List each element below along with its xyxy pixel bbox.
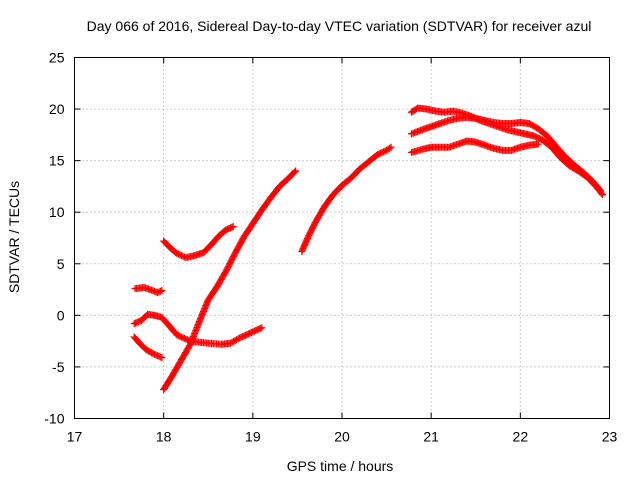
chart-title: Day 066 of 2016, Sidereal Day-to-day VTE… <box>87 18 592 34</box>
data-point <box>596 185 604 193</box>
x-tick-label: 18 <box>156 429 172 445</box>
y-tick-label: -5 <box>52 359 65 375</box>
series-arc-i <box>408 137 542 156</box>
x-tick-label: 23 <box>602 429 618 445</box>
data-point <box>156 287 164 295</box>
y-tick-label: 5 <box>57 256 65 272</box>
y-axis-label: SDTVAR / TECUs <box>6 181 22 293</box>
data-marks <box>130 104 606 394</box>
series-arc-d <box>160 223 237 262</box>
x-axis-label: GPS time / hours <box>287 458 394 474</box>
grid <box>74 57 610 419</box>
series-arc-f <box>298 143 395 255</box>
data-point <box>256 324 264 332</box>
series-arc-e <box>160 167 300 394</box>
data-point <box>258 324 266 332</box>
data-point <box>597 187 605 195</box>
y-tick-label: 0 <box>57 307 65 323</box>
data-point <box>292 167 300 175</box>
data-point <box>158 287 166 295</box>
y-tick-label: 25 <box>49 50 65 66</box>
data-point <box>229 223 237 231</box>
data-point <box>386 144 394 152</box>
y-tick-label: 15 <box>49 153 65 169</box>
y-tick-label: 20 <box>49 101 65 117</box>
data-point <box>534 140 542 148</box>
x-tick-label: 21 <box>423 429 439 445</box>
data-point <box>598 191 606 199</box>
data-point <box>387 143 395 151</box>
data-point <box>156 353 164 361</box>
x-tick-label: 19 <box>245 429 261 445</box>
plot-frame <box>74 57 610 419</box>
series-arc-a <box>131 284 166 297</box>
y-tick-label: 10 <box>49 204 65 220</box>
series-arc-c <box>130 333 166 362</box>
x-tick-label: 20 <box>334 429 350 445</box>
ticks: 17 18 19 20 21 22 23 -10 -5 0 5 10 15 20 25 <box>44 50 617 445</box>
x-tick-label: 22 <box>513 429 529 445</box>
y-tick-label: -10 <box>44 411 64 427</box>
series-arc-b <box>130 310 266 348</box>
data-point <box>290 168 298 176</box>
data-point <box>158 354 166 362</box>
series-arc-h <box>408 113 605 195</box>
x-tick-label: 17 <box>67 429 83 445</box>
